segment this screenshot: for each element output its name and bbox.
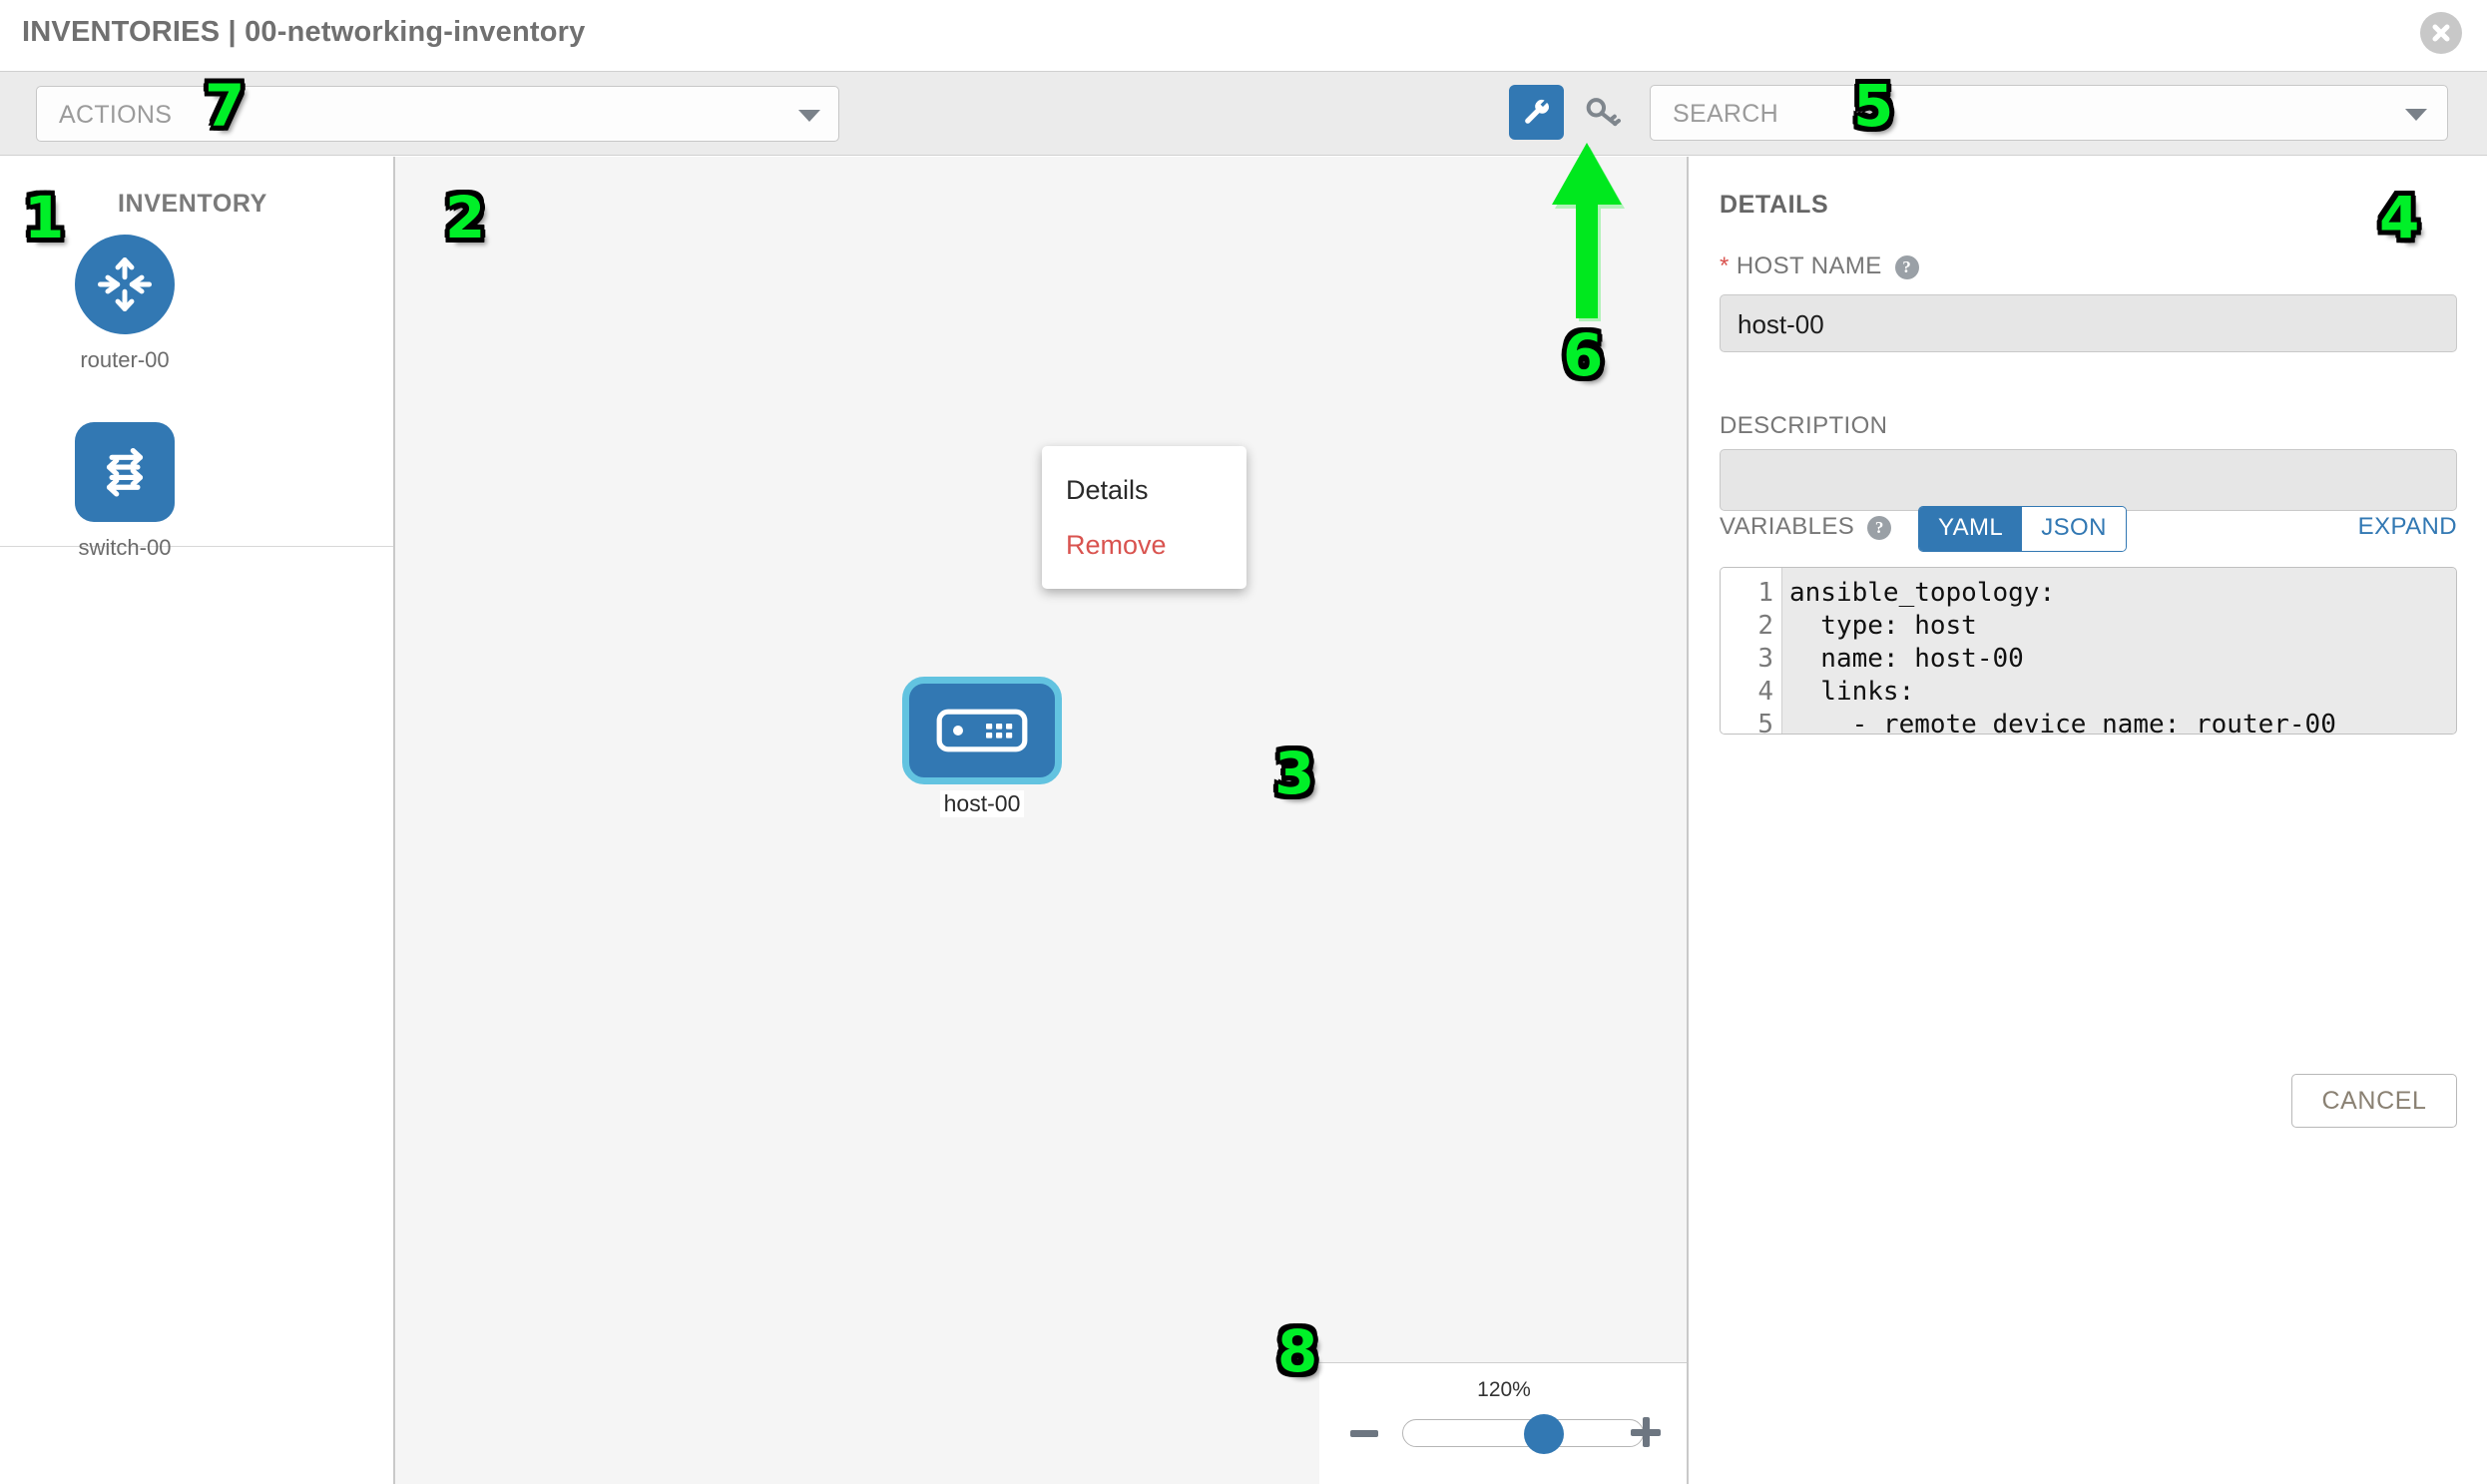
inventory-sidebar: INVENTORY router-00 xyxy=(0,157,395,1484)
code-line: ansible_topology: xyxy=(1789,578,2056,608)
switch-icon xyxy=(75,422,175,522)
code-line-number: 4 xyxy=(1757,677,1773,707)
router-icon xyxy=(75,235,175,334)
details-panel-title: DETAILS xyxy=(1720,191,1829,219)
context-menu-item-remove[interactable]: Remove xyxy=(1066,530,1167,560)
context-menu-item-details[interactable]: Details xyxy=(1066,475,1149,505)
search-placeholder: SEARCH xyxy=(1673,100,1778,128)
code-line-number: 3 xyxy=(1757,644,1773,674)
required-asterisk: * xyxy=(1720,252,1730,279)
topology-canvas[interactable]: host-00 Details Remove 120% xyxy=(395,157,1689,1484)
page-header: INVENTORIES | 00-networking-inventory xyxy=(0,0,2487,71)
sidebar-title: INVENTORY xyxy=(118,190,267,218)
variables-code-editor[interactable]: 1 2 3 4 5 6 7 ansible_topology: type: ho… xyxy=(1720,567,2457,735)
expand-link[interactable]: EXPAND xyxy=(2357,513,2457,540)
page-title: INVENTORIES | 00-networking-inventory xyxy=(22,16,586,48)
question-mark-icon[interactable]: ? xyxy=(1867,515,1892,540)
zoom-slider-track[interactable] xyxy=(1402,1419,1644,1447)
inventory-palette-panel: INVENTORY router-00 xyxy=(0,157,393,560)
variables-format-toggle: YAML JSON xyxy=(1918,506,2127,552)
code-line-number: 5 xyxy=(1757,710,1773,735)
code-line-numbers: 1 2 3 4 5 6 7 xyxy=(1721,568,1782,734)
context-menu: Details Remove xyxy=(1042,446,1246,589)
chevron-down-icon xyxy=(798,110,820,122)
zoom-in-button[interactable] xyxy=(1631,1417,1661,1447)
key-icon[interactable] xyxy=(1577,86,1629,138)
code-line: name: host-00 xyxy=(1789,644,2024,674)
actions-dropdown-label: ACTIONS xyxy=(59,101,173,129)
variables-row: VARIABLES ? YAML JSON EXPAND xyxy=(1720,506,2457,552)
palette-item-switch[interactable]: switch-00 xyxy=(25,422,225,561)
host-name-label: * HOST NAME ? xyxy=(1720,252,1919,280)
host-name-label-text: HOST NAME xyxy=(1736,252,1882,279)
details-panel: DETAILS * HOST NAME ? host-00 DESCRIPTIO… xyxy=(1691,157,2487,1484)
code-line: type: host xyxy=(1789,611,1977,641)
variables-label-text: VARIABLES xyxy=(1720,513,1855,540)
chevron-down-icon xyxy=(2405,109,2427,121)
search-input[interactable]: SEARCH xyxy=(1650,85,2448,141)
host-server-icon xyxy=(902,677,1062,784)
cancel-button[interactable]: CANCEL xyxy=(2291,1074,2457,1128)
zoom-level-value: 120% xyxy=(1477,1378,1531,1401)
variables-label: VARIABLES ? xyxy=(1720,513,1892,541)
code-line: links: xyxy=(1789,677,1915,707)
zoom-slider-thumb[interactable] xyxy=(1524,1414,1564,1454)
topology-node-host[interactable]: host-00 xyxy=(902,677,1062,817)
format-toggle-json[interactable]: JSON xyxy=(2022,507,2126,551)
wrench-icon[interactable] xyxy=(1509,85,1564,140)
format-toggle-yaml[interactable]: YAML xyxy=(1919,507,2023,551)
zoom-out-button[interactable] xyxy=(1350,1430,1378,1437)
close-icon[interactable] xyxy=(2420,12,2462,54)
code-line-number: 1 xyxy=(1757,578,1773,608)
palette-item-label: switch-00 xyxy=(78,535,172,560)
question-mark-icon[interactable]: ? xyxy=(1894,254,1919,279)
palette-item-label: router-00 xyxy=(80,347,170,372)
code-content[interactable]: ansible_topology: type: host name: host-… xyxy=(1782,568,2456,734)
code-line: - remote_device_name: router-00 xyxy=(1789,710,2336,735)
actions-dropdown[interactable]: ACTIONS xyxy=(36,86,839,142)
zoom-control-panel: 120% xyxy=(1319,1362,1687,1484)
description-field[interactable] xyxy=(1720,449,2457,511)
palette-item-router[interactable]: router-00 xyxy=(25,235,225,373)
description-label: DESCRIPTION xyxy=(1720,412,1888,439)
host-name-field[interactable]: host-00 xyxy=(1720,294,2457,352)
cancel-button-label: CANCEL xyxy=(2321,1086,2427,1115)
topology-node-label: host-00 xyxy=(939,790,1025,817)
host-name-value: host-00 xyxy=(1738,309,1824,339)
code-line-number: 2 xyxy=(1757,611,1773,641)
